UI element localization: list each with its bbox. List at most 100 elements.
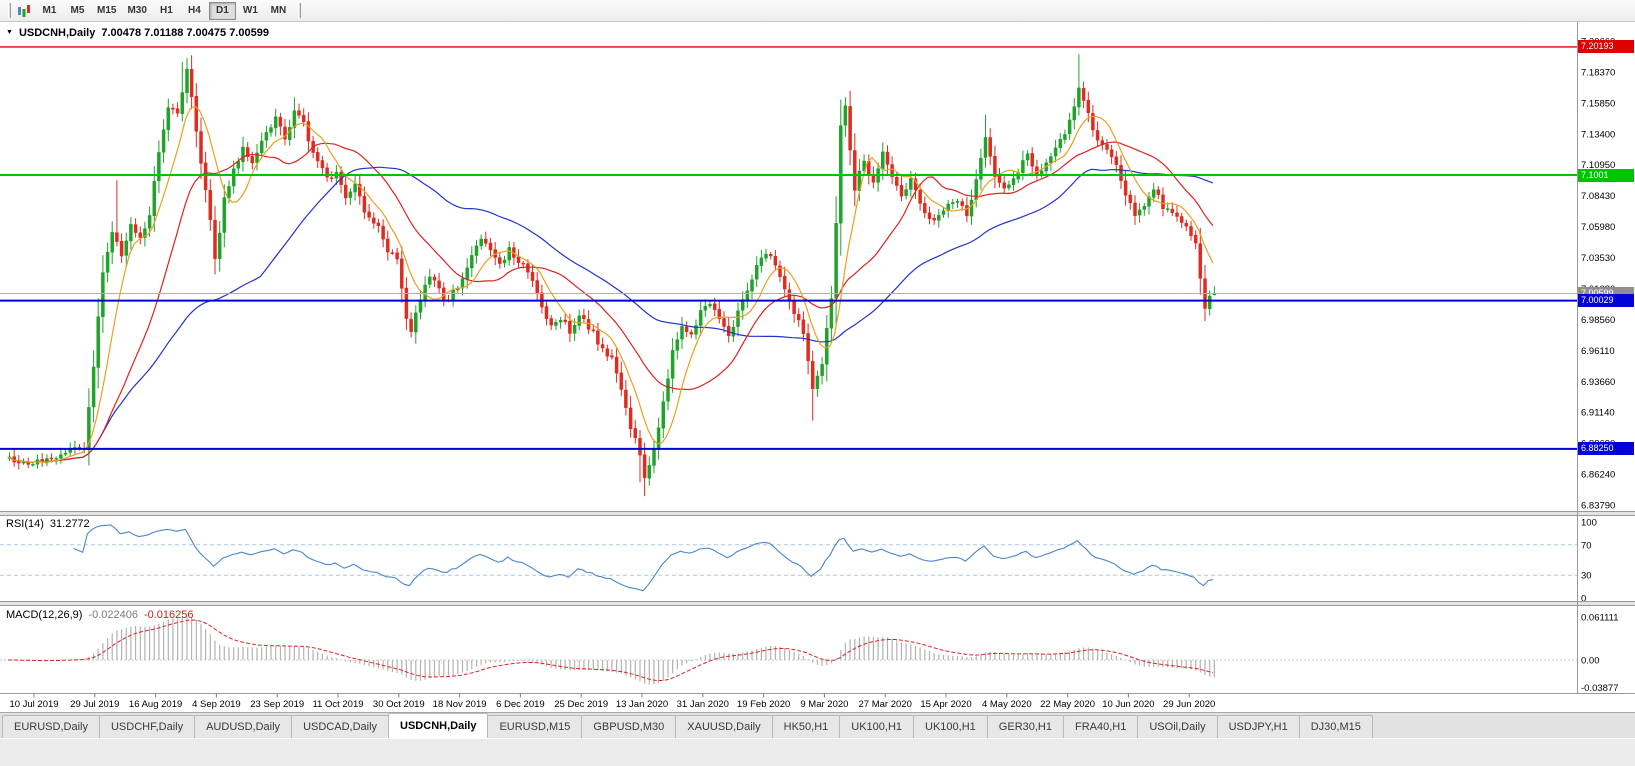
price-line-tag: 7.1001 [1578,168,1634,182]
chart-tab[interactable]: XAUUSD,Daily [675,715,773,738]
svg-text:7.18370: 7.18370 [1581,67,1615,78]
timeframe-button[interactable]: D1 [208,1,236,20]
svg-text:10 Jul 2019: 10 Jul 2019 [9,699,58,710]
svg-text:6.83790: 6.83790 [1581,501,1615,512]
svg-text:22 May 2020: 22 May 2020 [1040,699,1095,710]
charts-icon[interactable] [16,3,32,19]
svg-text:4 May 2020: 4 May 2020 [982,699,1032,710]
charts-icon-glyph [18,4,30,17]
timeframe-button[interactable]: H4 [181,2,208,20]
svg-text:29 Jul 2019: 29 Jul 2019 [70,699,119,710]
svg-text:25 Dec 2019: 25 Dec 2019 [554,699,608,710]
rsi-indicator-label: RSI(14) 31.2772 [6,518,90,530]
chart-tab[interactable]: FRA40,H1 [1063,715,1139,738]
svg-text:6.86240: 6.86240 [1581,470,1615,481]
svg-text:18 Nov 2019: 18 Nov 2019 [433,699,487,710]
svg-text:30: 30 [1581,571,1592,582]
macd-name: MACD(12,26,9) [6,609,83,621]
chart-tab[interactable]: EURUSD,M15 [487,715,583,738]
horizontal-lines-layer[interactable] [0,46,1577,450]
svg-text:7.13400: 7.13400 [1581,129,1615,140]
chart-tab[interactable]: DJ30,M15 [1298,715,1373,738]
svg-text:70: 70 [1581,540,1592,551]
chart-tab[interactable]: USOil,Daily [1137,715,1218,738]
ma-mid-red [7,141,1214,463]
chart-tab[interactable]: AUDUSD,Daily [194,715,293,738]
macd-indicator-label: MACD(12,26,9) -0.022406 -0.016256 [6,609,194,621]
rsi-pane: 100 70 30 0 [0,518,1597,605]
time-axis: 10 Jul 2019 29 Jul 2019 16 Aug 2019 4 Sep 2… [9,693,1215,710]
toolbar-grip-right[interactable] [297,3,301,18]
timeframe-button[interactable]: W1 [237,2,264,20]
svg-text:11 Oct 2019: 11 Oct 2019 [312,699,363,710]
svg-text:16 Aug 2019: 16 Aug 2019 [129,699,182,710]
chart-tab[interactable]: UK100,H1 [839,715,915,738]
timeframe-button[interactable]: H1 [153,2,180,20]
chart-tab[interactable]: UK100,H1 [913,715,988,738]
timeframe-button[interactable]: M1 [36,2,63,20]
status-bar [0,738,1635,766]
svg-text:30 Oct 2019: 30 Oct 2019 [373,699,425,710]
svg-text:29 Jun 2020: 29 Jun 2020 [1163,699,1215,710]
svg-text:0.00: 0.00 [1581,656,1600,667]
chart-tab[interactable]: USDJPY,H1 [1216,715,1300,738]
chart-background [0,22,1635,712]
svg-text:15 Apr 2020: 15 Apr 2020 [920,699,971,710]
svg-text:-0.03877: -0.03877 [1581,683,1619,694]
macd-histogram [13,616,1215,685]
chart-tab[interactable]: USDCNH,Daily [388,713,489,738]
macd-pane: 0.061111 0.00 -0.03877 [0,613,1619,694]
timeframe-button[interactable]: MN [265,2,292,20]
chart-region: 7.206607.183707.158507.134007.109507.084… [0,22,1635,712]
price-line-tag: 7.20193 [1578,40,1634,54]
svg-text:7.03530: 7.03530 [1581,253,1615,264]
macd-main-value: -0.022406 [88,609,138,621]
svg-text:31 Jan 2020: 31 Jan 2020 [677,699,729,710]
toolbar-grip[interactable] [8,3,11,18]
svg-text:0.061111: 0.061111 [1581,613,1619,624]
svg-text:100: 100 [1581,518,1597,529]
svg-text:27 Mar 2020: 27 Mar 2020 [859,699,912,710]
svg-text:0: 0 [1581,594,1586,605]
svg-text:7.08430: 7.08430 [1581,191,1615,202]
macd-signal-line [8,619,1214,681]
svg-text:6.93660: 6.93660 [1581,377,1615,388]
timeframe-buttons: M1 M5 M15 M30 H1 H4 D1 W1 MN [36,1,293,20]
chart-tab[interactable]: USDCHF,Daily [98,715,196,738]
svg-text:4 Sep 2019: 4 Sep 2019 [192,699,241,710]
macd-signal-value: -0.016256 [143,609,194,621]
svg-text:6.96110: 6.96110 [1581,346,1615,357]
svg-text:13 Jan 2020: 13 Jan 2020 [616,699,668,710]
chart-tab[interactable]: EURUSD,Daily [2,715,100,738]
pane-separators[interactable] [0,22,1635,694]
timeframe-button[interactable]: M30 [122,2,151,20]
svg-text:9 Mar 2020: 9 Mar 2020 [800,699,848,710]
svg-text:6 Dec 2019: 6 Dec 2019 [496,699,545,710]
chart-title: ▼ USDCNH,Daily 7.00478 7.01188 7.00475 7… [6,27,269,39]
chart-tab[interactable]: GER30,H1 [986,715,1064,738]
svg-text:7.05980: 7.05980 [1581,222,1615,233]
timeframe-button[interactable]: M15 [92,2,121,20]
chart-canvas[interactable]: 7.206607.183707.158507.134007.109507.084… [0,22,1635,712]
svg-text:7.15850: 7.15850 [1581,98,1615,109]
timeframe-button[interactable]: M5 [64,2,91,20]
price-line-tag: 7.00029 [1578,294,1634,308]
svg-text:6.98560: 6.98560 [1581,315,1615,326]
svg-text:10 Jun 2020: 10 Jun 2020 [1102,699,1154,710]
chart-tab[interactable]: HK50,H1 [771,715,841,738]
svg-text:19 Feb 2020: 19 Feb 2020 [737,699,790,710]
rsi-line [73,524,1214,592]
price-line-tag: 6.88250 [1578,442,1634,456]
svg-text:23 Sep 2019: 23 Sep 2019 [250,699,304,710]
chart-symbol-period: USDCNH,Daily [18,27,96,39]
ma-fast-orange [7,105,1214,463]
chart-dropdown-icon[interactable]: ▼ [6,28,13,36]
chart-tab[interactable]: GBPUSD,M30 [581,715,677,738]
chart-tab[interactable]: USDCAD,Daily [291,715,390,738]
rsi-value: 31.2772 [49,518,90,530]
chart-tabbar: EURUSD,Daily USDCHF,Daily AUDUSD,Daily USDC… [0,712,1635,738]
svg-text:6.91140: 6.91140 [1581,408,1615,419]
chart-ohlc-readout: 7.00478 7.01188 7.00475 7.00599 [101,27,269,39]
svg-text:7.10950: 7.10950 [1581,160,1615,171]
rsi-name: RSI(14) [6,518,44,530]
